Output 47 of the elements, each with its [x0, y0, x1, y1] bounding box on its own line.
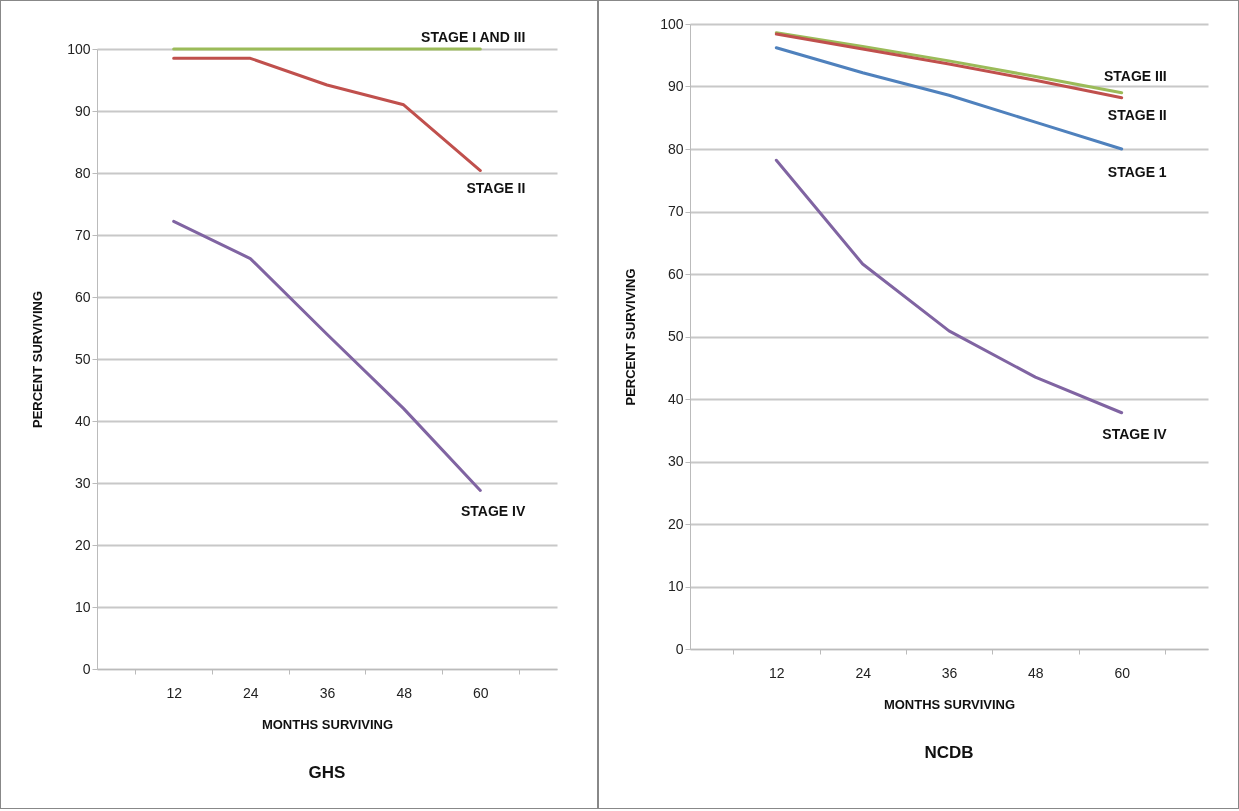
x-tick-label: 24	[243, 684, 259, 701]
y-axis-title: PERCENT SURVIVING	[623, 268, 639, 406]
y-tick-label: 10	[74, 598, 91, 615]
y-tick-label: 70	[667, 203, 684, 219]
y-tick-label: 70	[74, 226, 91, 243]
line-series	[172, 219, 482, 492]
series-label: STAGE IV	[461, 503, 526, 520]
x-tick-label: 60	[1114, 664, 1131, 681]
y-tick-label: 50	[667, 328, 684, 344]
y-tick-label: 10	[667, 578, 684, 594]
x-tick-label: 24	[855, 664, 872, 681]
y-tick-label: 40	[667, 390, 684, 407]
x-tick-label: 12	[166, 684, 183, 701]
series-label: STAGE III	[1103, 67, 1167, 84]
series-label: STAGE II	[1107, 106, 1167, 123]
x-tick-label: 12	[769, 664, 785, 681]
y-tick-label: 20	[667, 515, 684, 532]
y-tick-label: 60	[74, 288, 91, 305]
y-tick-label: 100	[660, 15, 684, 32]
series-label: STAGE IV	[1102, 425, 1168, 442]
line-series	[172, 56, 482, 173]
y-tick-label: 80	[74, 164, 91, 181]
y-tick-label: 0	[675, 640, 684, 657]
y-tick-label: 20	[74, 536, 91, 553]
y-tick-label: 90	[667, 78, 684, 94]
y-tick-label: 60	[667, 265, 684, 282]
y-tick-label: 50	[74, 350, 91, 367]
y-tick-label: 30	[74, 474, 91, 491]
y-tick-label: 100	[67, 40, 91, 57]
y-tick-label: 90	[74, 102, 91, 119]
text: GHS	[308, 763, 346, 782]
x-tick-label: 36	[319, 684, 336, 701]
series-label: STAGE I AND III	[421, 29, 526, 45]
x-axis-title: MONTHS SURVIVING	[883, 696, 1016, 712]
y-tick-label: 40	[74, 412, 91, 429]
x-tick-label: 48	[1028, 664, 1044, 681]
y-tick-label: 30	[667, 453, 684, 469]
y-tick-label: 0	[82, 660, 91, 677]
x-axis-title: MONTHS SURVIVING	[261, 716, 394, 732]
x-tick-label: 48	[396, 684, 413, 701]
x-tick-label: 60	[473, 684, 489, 701]
y-tick-label: 80	[667, 140, 684, 157]
series-label: STAGE 1	[1107, 164, 1167, 180]
series-label: STAGE II	[466, 179, 526, 196]
x-tick-label: 36	[941, 664, 958, 681]
text: NCDB	[924, 743, 974, 762]
y-axis-title: PERCENT SURVIVING	[30, 290, 46, 429]
